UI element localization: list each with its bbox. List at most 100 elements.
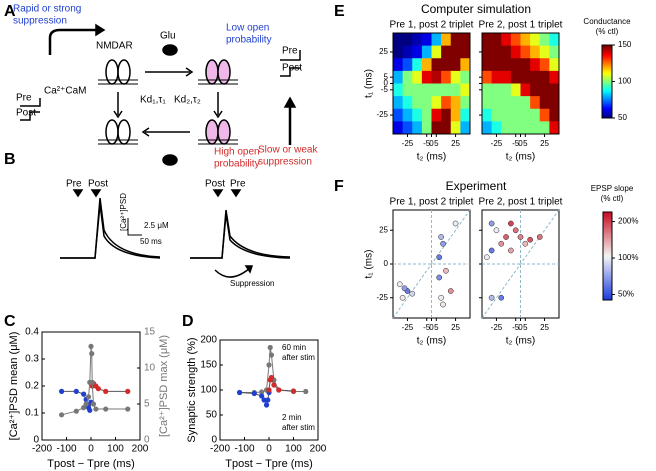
x-tick-label: -25 bbox=[402, 139, 414, 148]
diagram-text: Pre bbox=[16, 93, 32, 104]
heatmap-cell bbox=[441, 58, 452, 72]
data-point bbox=[125, 388, 131, 394]
x-tick-label: 0 bbox=[88, 444, 94, 455]
colorbar-step bbox=[603, 256, 612, 259]
colorbar-step bbox=[603, 234, 612, 237]
data-point bbox=[436, 274, 443, 281]
colorbar-step bbox=[602, 85, 612, 88]
data-point bbox=[290, 388, 297, 394]
data-point bbox=[90, 401, 97, 407]
data-point bbox=[438, 294, 444, 301]
colorbar-step bbox=[603, 245, 612, 248]
data-point bbox=[267, 344, 273, 351]
colorbar-step bbox=[602, 79, 612, 82]
colorbar-title: Conductance bbox=[583, 17, 631, 26]
heatmap-cell bbox=[450, 96, 461, 110]
heatmap-cell bbox=[441, 121, 452, 135]
heatmap-cell bbox=[510, 108, 521, 122]
heatmap-cell bbox=[412, 45, 423, 59]
colorbar-step bbox=[603, 264, 612, 268]
heatmap-cell bbox=[530, 70, 541, 84]
colorbar-step bbox=[602, 48, 612, 51]
colorbar-step bbox=[602, 105, 612, 108]
x-axis-label: Tpost − Tpre (ms) bbox=[47, 458, 135, 470]
colorbar-step bbox=[602, 63, 612, 66]
guide-lines bbox=[392, 209, 471, 319]
x-tick-label: 0 bbox=[429, 139, 434, 148]
heatmap-cell bbox=[421, 33, 432, 47]
data-point bbox=[303, 388, 309, 395]
data-point bbox=[93, 406, 99, 412]
heatmap-cell bbox=[491, 121, 502, 135]
diagram-text: Rapid or strong bbox=[13, 4, 81, 15]
heatmap-cell bbox=[393, 70, 404, 84]
heatmap-cell bbox=[421, 96, 432, 110]
colorbar-step bbox=[603, 251, 612, 255]
heatmap-cell bbox=[539, 33, 550, 47]
heatmap-cell bbox=[501, 121, 512, 135]
annotation: after stim bbox=[282, 423, 315, 432]
heatmap-cell bbox=[460, 58, 471, 72]
heatmap-cell bbox=[431, 96, 442, 110]
heatmap-cell bbox=[549, 70, 560, 84]
y2-tick-label: 15 bbox=[144, 327, 156, 338]
data-point bbox=[83, 401, 89, 407]
heatmap-cell bbox=[549, 83, 560, 97]
heatmap-cell bbox=[491, 58, 502, 72]
data-point bbox=[438, 234, 444, 240]
x-tick-label: -100 bbox=[234, 444, 254, 455]
heatmap-cell bbox=[482, 108, 493, 122]
colorbar-step bbox=[603, 297, 612, 301]
data-point bbox=[103, 388, 109, 394]
colorbar-step bbox=[603, 273, 612, 277]
data-point bbox=[89, 351, 95, 357]
data-point bbox=[259, 389, 265, 395]
heatmap-cell bbox=[441, 96, 452, 110]
colorbar-step bbox=[603, 249, 612, 253]
heatmap-cell bbox=[441, 83, 452, 97]
colorbar-tick-label: 100 bbox=[618, 77, 632, 86]
heatmap-cell bbox=[412, 58, 423, 72]
data-point bbox=[85, 394, 92, 400]
colorbar-step bbox=[603, 278, 612, 281]
colorbar-step bbox=[602, 110, 612, 114]
y-tick-label: 5 bbox=[384, 72, 389, 81]
colorbar-step bbox=[603, 280, 612, 283]
x-tick-label: 100 bbox=[285, 444, 302, 455]
y-tick-label: 0 bbox=[211, 435, 217, 446]
data-point bbox=[266, 387, 272, 393]
heatmap-cell bbox=[402, 96, 413, 110]
heatmap-cell bbox=[482, 96, 493, 110]
heatmap-cell bbox=[431, 45, 442, 59]
heatmap-cell bbox=[520, 70, 531, 84]
colorbar-title: (% ctl) bbox=[601, 194, 624, 203]
data-point bbox=[503, 234, 509, 240]
x-tick-label: -25 bbox=[491, 139, 503, 148]
chart-title: Computer simulation bbox=[421, 2, 531, 16]
colorbar-step bbox=[602, 70, 612, 73]
y-tick-label: 150 bbox=[200, 360, 217, 371]
panel-label: E bbox=[334, 3, 345, 20]
data-point bbox=[81, 391, 87, 397]
heatmap-cell bbox=[441, 33, 452, 47]
heatmap-cell bbox=[491, 108, 502, 122]
data-point bbox=[527, 236, 533, 243]
data-point bbox=[508, 220, 514, 227]
heatmap-cell bbox=[421, 45, 432, 59]
diagram-text: Ca²⁺CaM bbox=[44, 86, 87, 97]
heatmap-cell bbox=[431, 58, 442, 72]
heatmap-cell bbox=[501, 83, 512, 97]
x-tick-label: -25 bbox=[402, 323, 414, 332]
data-point bbox=[73, 388, 79, 394]
heatmap-cell bbox=[450, 108, 461, 122]
data-point bbox=[251, 390, 257, 397]
x-tick-label: -100 bbox=[56, 444, 76, 455]
heatmap-cell bbox=[421, 108, 432, 122]
data-point bbox=[89, 379, 95, 385]
colorbar-step bbox=[603, 223, 612, 226]
colorbar-step bbox=[603, 218, 612, 222]
heatmap-cell bbox=[510, 58, 521, 72]
colorbar-step bbox=[603, 220, 612, 224]
heatmap-cell bbox=[549, 45, 560, 59]
